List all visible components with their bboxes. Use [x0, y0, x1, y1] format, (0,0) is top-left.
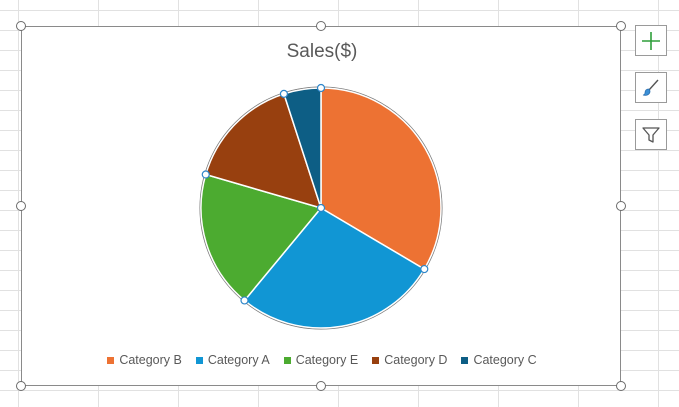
chart-title[interactable]: Sales($) [286, 41, 358, 62]
chart-elements-button[interactable] [635, 25, 667, 56]
resize-handle-bottom-center[interactable] [316, 381, 326, 391]
legend-item-category-d[interactable]: Category D [372, 353, 447, 367]
legend-swatch [195, 356, 203, 364]
plus-icon [642, 31, 660, 50]
resize-handle-middle-left[interactable] [16, 201, 26, 211]
legend-label: Category C [473, 353, 537, 367]
legend-swatch [461, 356, 469, 364]
legend-item-category-c[interactable]: Category C [461, 353, 537, 367]
pie-chart[interactable] [22, 27, 622, 387]
pie-slice-category-b[interactable] [320, 87, 442, 271]
legend-item-category-a[interactable]: Category A [195, 353, 270, 367]
pie-slice-category-d[interactable] [204, 92, 323, 210]
resize-handle-bottom-right[interactable] [616, 381, 626, 391]
slice-selection-point[interactable] [420, 264, 429, 274]
resize-handle-middle-right[interactable] [616, 201, 626, 211]
slice-selection-point[interactable] [240, 296, 249, 305]
slice-selection-point[interactable] [279, 89, 289, 98]
brush-icon [642, 79, 659, 96]
legend-label: Category A [207, 353, 270, 367]
legend-label: Category B [119, 353, 182, 367]
resize-handle-top-right[interactable] [616, 21, 626, 31]
legend-swatch [283, 356, 291, 364]
legend-item-category-b[interactable]: Category B [107, 353, 182, 367]
legend-label: Category D [384, 353, 448, 367]
resize-handle-top-center[interactable] [316, 21, 326, 31]
legend-swatch [107, 356, 115, 364]
pie-center-point[interactable] [316, 203, 326, 213]
chart-legend[interactable]: Category B Category A Category E Category D… [22, 353, 622, 367]
slice-selection-point[interactable] [316, 83, 326, 93]
pie-slice-category-a[interactable] [243, 207, 426, 329]
chart-styles-button[interactable] [635, 72, 667, 103]
funnel-icon [642, 126, 660, 143]
slice-selection-point[interactable] [201, 170, 210, 179]
pie-slice-category-e[interactable] [200, 173, 323, 302]
chart-filters-button[interactable] [635, 119, 667, 150]
legend-label: Category E [295, 353, 359, 367]
legend-item-category-e[interactable]: Category E [283, 353, 359, 367]
resize-handle-bottom-left[interactable] [16, 381, 26, 391]
legend-swatch [372, 356, 380, 364]
resize-handle-top-left[interactable] [16, 21, 26, 31]
